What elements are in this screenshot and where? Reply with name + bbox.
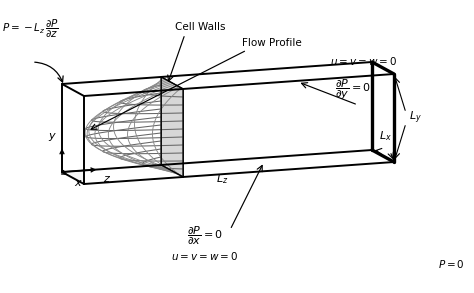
Text: $y$: $y$ <box>48 131 57 143</box>
Text: $L_z$: $L_z$ <box>216 172 228 186</box>
Text: $z$: $z$ <box>103 174 111 184</box>
Text: $\dfrac{\partial P}{\partial y}=0$: $\dfrac{\partial P}{\partial y}=0$ <box>335 78 371 103</box>
Polygon shape <box>62 150 394 184</box>
Polygon shape <box>372 62 394 162</box>
Polygon shape <box>62 62 394 96</box>
Text: $P=-L_z\,\dfrac{\partial P}{\partial z}$: $P=-L_z\,\dfrac{\partial P}{\partial z}$ <box>2 18 59 40</box>
Text: $x$: $x$ <box>73 178 82 188</box>
Text: $L_y$: $L_y$ <box>409 110 422 126</box>
Text: Cell Walls: Cell Walls <box>175 22 226 32</box>
Polygon shape <box>62 62 372 172</box>
Text: Flow Profile: Flow Profile <box>242 38 302 48</box>
Text: $P=0$: $P=0$ <box>438 258 465 270</box>
Text: $L_x$: $L_x$ <box>379 129 392 143</box>
Text: $\dfrac{\partial P}{\partial x}=0$: $\dfrac{\partial P}{\partial x}=0$ <box>187 225 223 248</box>
Polygon shape <box>161 77 183 177</box>
Text: $u=v=w=0$: $u=v=w=0$ <box>330 55 397 67</box>
Text: $u=v=w=0$: $u=v=w=0$ <box>172 250 238 262</box>
Polygon shape <box>62 84 84 184</box>
Polygon shape <box>84 74 394 184</box>
